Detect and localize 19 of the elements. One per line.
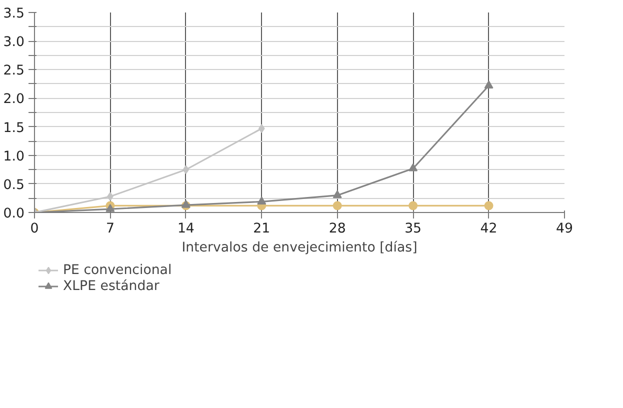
- x-tick-label: 14: [177, 222, 194, 236]
- legend-label: XLPE estándar: [63, 278, 160, 294]
- x-tick-label: 28: [328, 222, 346, 236]
- x-tick-label: 35: [404, 222, 422, 236]
- x-tick-label: 0: [30, 222, 39, 236]
- legend-label: PE convencional: [63, 262, 172, 278]
- y-tick-label: 3.5: [3, 6, 25, 22]
- x-tick-label: 7: [106, 222, 114, 236]
- x-tick-label: 49: [556, 222, 573, 236]
- x-tick-label: 42: [480, 222, 498, 236]
- y-tick-label: 1.5: [3, 120, 25, 136]
- y-tick-label: 2.0: [3, 92, 25, 108]
- y-tick-label: 3.0: [3, 35, 25, 50]
- y-tick-label: 0.5: [3, 178, 25, 193]
- x-tick-label: 21: [253, 222, 270, 236]
- y-tick-label: 1.0: [3, 149, 25, 164]
- y-tick-label: 2.5: [3, 64, 25, 79]
- x-axis-title: Intervalos de envejecimiento [días]: [182, 240, 418, 256]
- y-tick-label: 0.0: [3, 206, 25, 222]
